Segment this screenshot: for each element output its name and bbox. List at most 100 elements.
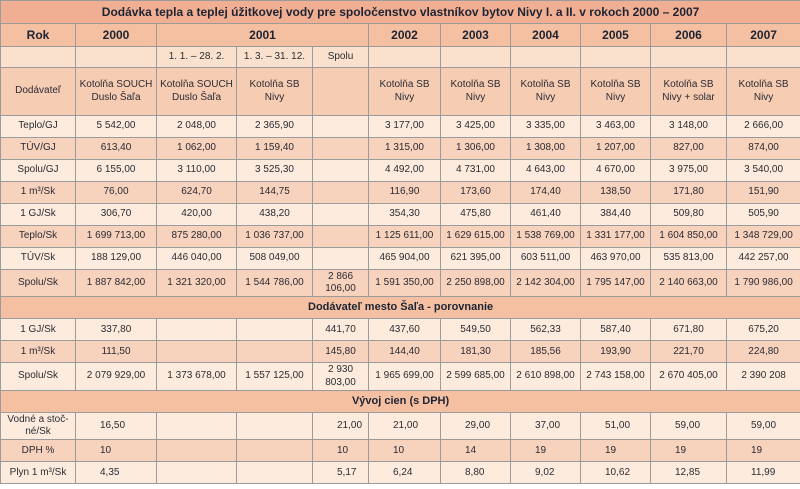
value-cell: 1 125 611,00 [368, 225, 441, 248]
sub-period-header: 1. 3. – 31. 12. [236, 46, 313, 68]
value-cell: 16,50 [75, 411, 157, 441]
supplier-cell: Kotolňa SB Nivy [440, 67, 511, 116]
value-cell [236, 411, 313, 441]
value-cell: 2 142 304,00 [510, 268, 581, 298]
table-row: TÚV/Sk 188 129,00 446 040,00 508 049,00 465 … [0, 247, 800, 270]
value-cell: 4,35 [75, 461, 157, 485]
supplier-row: Dodávateľ Kotolňa SOUCH Duslo Šaľa Kotolňa… [0, 67, 800, 116]
value-cell: 1 062,00 [156, 137, 237, 160]
value-cell [156, 461, 237, 485]
value-cell: 535 813,00 [650, 247, 727, 270]
value-cell: 465 904,00 [368, 247, 441, 270]
value-cell [156, 439, 237, 463]
value-cell: 2 610 898,00 [510, 362, 581, 391]
row-label: Teplo/Sk [0, 225, 76, 248]
value-cell: 3 110,00 [156, 159, 237, 182]
table-row: Spolu/GJ 6 155,00 3 110,00 3 525,30 4 492,00… [0, 159, 800, 182]
year-column-header: 2000 [75, 23, 157, 47]
value-cell: 10 [312, 439, 369, 463]
value-cell: 6 155,00 [75, 159, 157, 182]
value-cell: 1 159,40 [236, 137, 313, 160]
supplier-cell: Kotolňa SB Nivy [725, 67, 800, 116]
row-label: TÚV/Sk [0, 247, 76, 270]
value-cell: 2 866 106,00 [312, 268, 369, 298]
value-cell: 3 463,00 [580, 115, 651, 138]
table-row: Spolu/Sk 1 887 842,00 1 321 320,00 1 544 78… [0, 268, 800, 298]
supplier-cell: Kotolňa SB Nivy [580, 67, 651, 116]
value-cell: 1 538 769,00 [510, 225, 581, 248]
value-cell: 384,40 [580, 203, 651, 226]
value-cell: 151,90 [725, 181, 800, 204]
supplier-cell: Kotolňa SB Nivy [236, 67, 313, 116]
value-cell: 2 390 208 [725, 362, 800, 391]
value-cell: 59,00 [725, 411, 800, 441]
value-cell: 19 [510, 439, 581, 463]
year-column-header: 2005 [580, 23, 651, 47]
value-cell: 562,33 [510, 318, 581, 342]
value-cell: 11,99 [725, 461, 800, 485]
year-column-header: 2004 [510, 23, 581, 47]
value-cell: 29,00 [440, 411, 511, 441]
value-cell: 181,30 [440, 340, 511, 364]
title-row: Dodávka tepla a teplej úžitkovej vody pr… [0, 0, 800, 24]
table-row: DPH % 10 10 10 14 19 19 19 19 [0, 439, 800, 463]
sub-period-header [368, 46, 441, 68]
row-label: Spolu/GJ [0, 159, 76, 182]
value-cell [236, 340, 313, 364]
value-cell: 4 731,00 [440, 159, 511, 182]
table-row: 1 GJ/Sk 337,80 441,70 437,60 549,50 562,33 587… [0, 318, 800, 342]
value-cell: 2 670 405,00 [650, 362, 727, 391]
row-label: DPH % [0, 439, 76, 463]
value-cell: 2 743 158,00 [580, 362, 651, 391]
value-cell: 1 604 850,00 [650, 225, 727, 248]
value-cell: 6,24 [368, 461, 441, 485]
section-row: Dodávateľ mesto Šaľa - porovnanie [0, 296, 800, 320]
value-cell: 1 699 713,00 [75, 225, 157, 248]
supplier-cell: Kotolňa SOUCH Duslo Šaľa [75, 67, 157, 116]
value-cell [312, 137, 369, 160]
row-label: Spolu/Sk [0, 268, 76, 298]
value-cell [312, 203, 369, 226]
year-column-header: 2007 [725, 23, 800, 47]
value-cell: 111,50 [75, 340, 157, 364]
table-row: 1 m³/Sk 111,50 145,80 144,40 181,30 185,56 193… [0, 340, 800, 364]
value-cell: 5,17 [312, 461, 369, 485]
sub-period-header: Spolu [312, 46, 369, 68]
sub-period-header [510, 46, 581, 68]
value-cell: 3 148,00 [650, 115, 727, 138]
table-row: Teplo/GJ 5 542,00 2 048,00 2 365,90 3 177,00… [0, 115, 800, 138]
table-row: 1 GJ/Sk 306,70 420,00 438,20 354,30 475,80 461… [0, 203, 800, 226]
value-cell: 10 [75, 439, 157, 463]
row-label: 1 m³/Sk [0, 181, 76, 204]
sub-period-header: 1. 1. – 28. 2. [156, 46, 237, 68]
value-cell: 3 525,30 [236, 159, 313, 182]
value-cell: 306,70 [75, 203, 157, 226]
value-cell: 827,00 [650, 137, 727, 160]
value-cell: 5 542,00 [75, 115, 157, 138]
row-label: 1 GJ/Sk [0, 203, 76, 226]
value-cell: 59,00 [650, 411, 727, 441]
value-cell [312, 247, 369, 270]
value-cell: 3 540,00 [725, 159, 800, 182]
row-label: TÚV/GJ [0, 137, 76, 160]
value-cell: 37,00 [510, 411, 581, 441]
value-cell: 2 250 898,00 [440, 268, 511, 298]
value-cell: 3 425,00 [440, 115, 511, 138]
sub-period-header [440, 46, 511, 68]
value-cell: 185,56 [510, 340, 581, 364]
value-cell [236, 461, 313, 485]
value-cell: 171,80 [650, 181, 727, 204]
head-row: Rok 2000 2001 2002 2003 2004 2005 2006 2007 [0, 23, 800, 47]
value-cell: 509,80 [650, 203, 727, 226]
value-cell: 144,40 [368, 340, 441, 364]
row-label: Dodávateľ [0, 67, 76, 116]
value-cell: 173,60 [440, 181, 511, 204]
value-cell: 21,00 [368, 411, 441, 441]
value-cell: 442 257,00 [725, 247, 800, 270]
table-title: Dodávka tepla a teplej úžitkovej vody pr… [0, 0, 800, 24]
sub-period-header [725, 46, 800, 68]
value-cell [236, 439, 313, 463]
value-cell: 116,90 [368, 181, 441, 204]
value-cell [312, 159, 369, 182]
